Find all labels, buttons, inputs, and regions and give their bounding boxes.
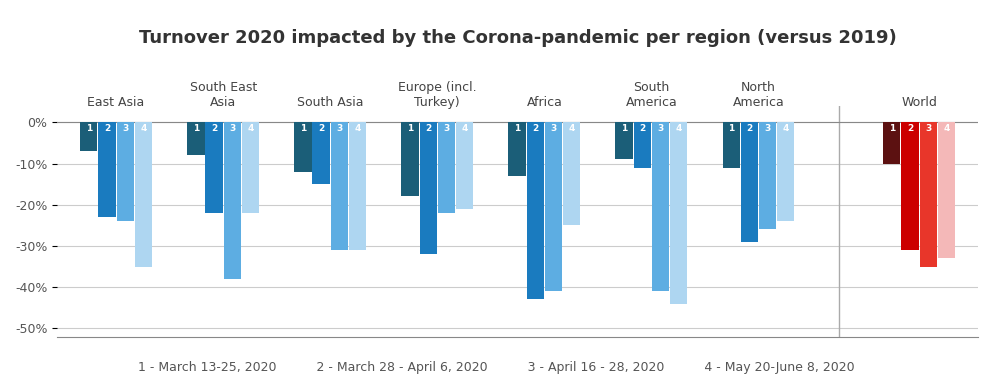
Text: 3: 3 [925, 124, 931, 133]
Text: 2: 2 [104, 124, 110, 133]
Bar [420, 122, 437, 254]
Bar [313, 122, 330, 184]
Text: 3: 3 [550, 124, 557, 133]
Bar [723, 122, 740, 167]
Bar [883, 122, 901, 164]
Text: 2: 2 [211, 124, 217, 133]
Text: Africa: Africa [526, 96, 562, 109]
Bar [98, 122, 115, 217]
Text: 3: 3 [657, 124, 663, 133]
Bar [759, 122, 777, 229]
Text: 3: 3 [122, 124, 128, 133]
Text: 4: 4 [140, 124, 147, 133]
Text: 4: 4 [355, 124, 360, 133]
Text: 1: 1 [193, 124, 199, 133]
Bar [634, 122, 651, 167]
Text: 4: 4 [943, 124, 949, 133]
Bar [778, 122, 794, 221]
Bar [563, 122, 580, 225]
Text: 1: 1 [300, 124, 306, 133]
Bar [331, 122, 348, 250]
Text: 2: 2 [532, 124, 538, 133]
Text: 4: 4 [569, 124, 575, 133]
Text: 1: 1 [407, 124, 413, 133]
Bar [937, 122, 955, 258]
Bar [651, 122, 669, 291]
Text: East Asia: East Asia [87, 96, 145, 109]
Text: 2: 2 [747, 124, 753, 133]
Text: 4: 4 [782, 124, 789, 133]
Bar [294, 122, 312, 172]
Bar [920, 122, 936, 266]
Bar [349, 122, 366, 250]
Text: 2: 2 [318, 124, 325, 133]
Bar [223, 122, 241, 279]
Text: 1: 1 [85, 124, 92, 133]
Text: 3: 3 [229, 124, 235, 133]
Text: Europe (incl.
Turkey): Europe (incl. Turkey) [398, 81, 477, 109]
Text: 2: 2 [425, 124, 431, 133]
Bar [188, 122, 205, 155]
Text: South
America: South America [626, 81, 677, 109]
Bar [401, 122, 419, 197]
Bar [438, 122, 455, 213]
Bar [741, 122, 758, 242]
Bar [135, 122, 152, 266]
Bar [902, 122, 919, 250]
Text: 1 - March 13-25, 2020          2 - March 28 - April 6, 2020          3 - April 1: 1 - March 13-25, 2020 2 - March 28 - Apr… [138, 361, 855, 374]
Bar [206, 122, 222, 213]
Text: 1: 1 [889, 124, 895, 133]
Bar [508, 122, 525, 176]
Bar [242, 122, 259, 213]
Text: 1: 1 [728, 124, 735, 133]
Bar [616, 122, 633, 160]
Text: 4: 4 [247, 124, 253, 133]
Text: 2: 2 [639, 124, 645, 133]
Bar [526, 122, 544, 299]
Text: 3: 3 [765, 124, 771, 133]
Bar [116, 122, 134, 221]
Bar [80, 122, 97, 151]
Text: World: World [902, 96, 937, 109]
Text: 4: 4 [675, 124, 682, 133]
Text: 2: 2 [907, 124, 914, 133]
Text: 4: 4 [462, 124, 468, 133]
Text: 1: 1 [621, 124, 628, 133]
Text: 3: 3 [337, 124, 343, 133]
Bar [456, 122, 474, 209]
Text: South Asia: South Asia [297, 96, 363, 109]
Title: Turnover 2020 impacted by the Corona-pandemic per region (versus 2019): Turnover 2020 impacted by the Corona-pan… [139, 29, 897, 47]
Text: South East
Asia: South East Asia [190, 81, 257, 109]
Text: 1: 1 [514, 124, 520, 133]
Text: 3: 3 [443, 124, 450, 133]
Text: North
America: North America [733, 81, 784, 109]
Bar [545, 122, 562, 291]
Bar [670, 122, 687, 304]
